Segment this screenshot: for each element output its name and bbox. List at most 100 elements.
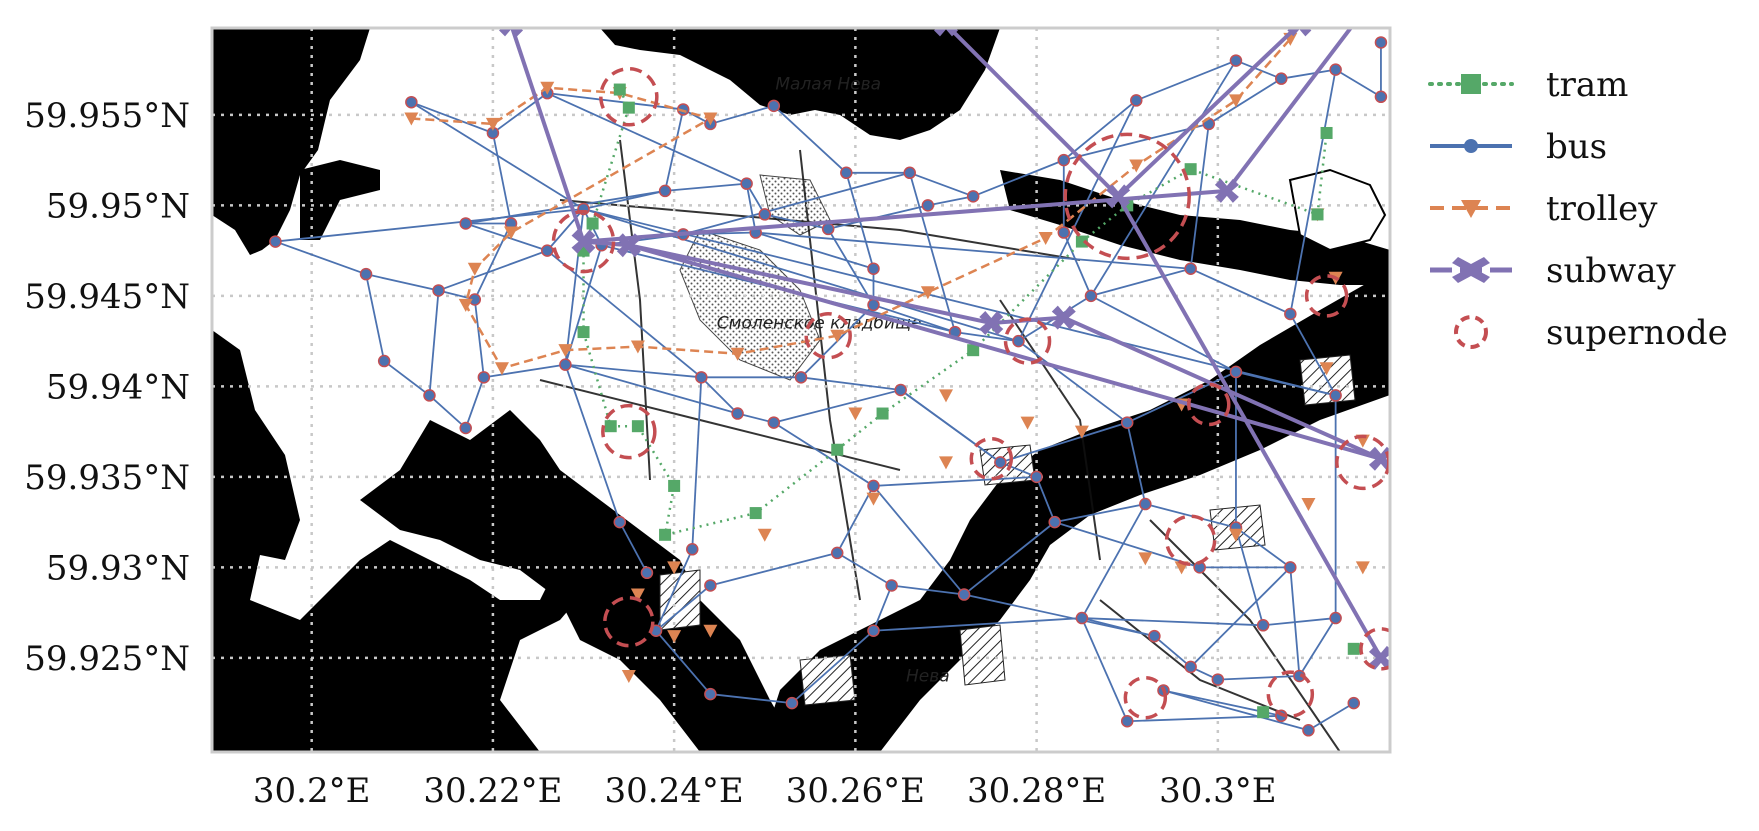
- plot-frame: [210, 26, 1392, 754]
- y-tick-label: 59.95°N: [46, 186, 190, 226]
- bus-stop: [1275, 72, 1288, 85]
- tram-stop: [831, 443, 844, 456]
- tram-stop: [622, 101, 635, 114]
- bus-route-segment: [618, 521, 648, 574]
- y-tick-label: 59.945°N: [24, 277, 190, 317]
- bus-route-segment: [383, 360, 431, 397]
- bus-route-segment: [954, 331, 1019, 343]
- trolley-stop: [1038, 231, 1053, 245]
- trolley-stop: [1228, 94, 1243, 108]
- y-tick-label: 59.94°N: [46, 367, 190, 407]
- bus-stop: [459, 421, 472, 435]
- trolley-stop: [866, 492, 881, 506]
- bus-stop: [1057, 153, 1071, 167]
- subway-station: [1106, 184, 1131, 209]
- supernode-circle: [599, 67, 659, 127]
- supernode-circle: [1187, 382, 1231, 427]
- trolley-stop: [630, 588, 645, 602]
- trolley-stop: [938, 389, 953, 403]
- subway-line-segment: [1062, 315, 1382, 461]
- bus-route-segment: [546, 92, 748, 185]
- bus-route-segment: [836, 485, 875, 554]
- bus-route-segment: [664, 182, 747, 192]
- bus-stop: [867, 624, 880, 637]
- block-2: [799, 654, 856, 706]
- block-1: [659, 569, 701, 631]
- bus-stop: [840, 166, 853, 180]
- bus-route-segment: [1081, 617, 1129, 722]
- trolley-stop: [920, 286, 935, 300]
- subway-station: [1287, 28, 1312, 37]
- trolley-network: [404, 32, 1370, 683]
- tram-stop: [613, 83, 626, 96]
- legend-item-trolley: trolley: [1430, 189, 1658, 229]
- bus-stop: [1139, 497, 1152, 511]
- legend-item-bus: bus: [1430, 127, 1607, 167]
- bus-route-segment: [1190, 566, 1291, 668]
- subway-line-segment: [628, 243, 992, 325]
- bus-stop: [459, 217, 472, 230]
- bus-route-segment: [773, 421, 874, 487]
- bus-stop: [1374, 90, 1388, 104]
- trolley-stop: [485, 117, 500, 131]
- cemetery: [679, 229, 821, 381]
- trolley-stop: [1138, 552, 1153, 566]
- bus-route-segment: [873, 617, 1082, 632]
- harbor-water: [360, 410, 800, 752]
- bus-route-segment: [1235, 526, 1291, 569]
- bus-stop: [1302, 724, 1315, 737]
- y-tick-label: 59.955°N: [24, 96, 190, 136]
- x-tick-label: 30.3°E: [1159, 771, 1277, 811]
- bus-route-segment: [891, 584, 965, 596]
- tram-stop: [1320, 126, 1333, 139]
- bus-route-segment: [664, 109, 685, 192]
- bus-stop: [1148, 629, 1161, 643]
- bus-route-segment: [1289, 69, 1337, 315]
- bus-route-segment: [1289, 567, 1301, 677]
- bus-stop: [541, 244, 554, 257]
- bus-route-segment: [546, 249, 702, 379]
- bus-route-segment: [1235, 59, 1282, 80]
- bus-route-segment: [428, 394, 467, 429]
- bus-stop: [867, 262, 880, 275]
- trolley-stop: [830, 329, 845, 343]
- subway-station: [933, 28, 958, 37]
- bus-route-segment: [691, 377, 703, 550]
- bus-route-segment: [492, 132, 512, 224]
- x-axis-ticks: 30.2°E 30.22°E 30.24°E 30.26°E 30.28°E 30.3°E: [253, 771, 1277, 811]
- bus-route-segment: [1217, 675, 1300, 681]
- x-tick-label: 30.22°E: [423, 771, 562, 811]
- bus-stop: [1120, 416, 1134, 429]
- tram-stop: [1257, 706, 1270, 719]
- bus-route-segment: [365, 273, 439, 292]
- bus-route-segment: [927, 195, 974, 207]
- bus-stop: [903, 166, 916, 180]
- bus-route-segment: [438, 249, 548, 292]
- bus-stop: [613, 515, 627, 529]
- legend-label-tram: tram: [1546, 65, 1628, 105]
- trolley-stop: [404, 112, 419, 126]
- trolley-stop: [630, 340, 645, 354]
- bus-route-segment: [900, 389, 1001, 464]
- x-tick-label: 30.2°E: [253, 771, 371, 811]
- legend-label-supernode: supernode: [1546, 313, 1728, 353]
- tram-stop: [967, 344, 980, 357]
- bus-stop: [1284, 561, 1297, 574]
- bus-stop: [1030, 470, 1043, 484]
- tram-stop: [876, 407, 889, 420]
- map-plot-area[interactable]: Малая Нева Смоленское кладбище Нева: [212, 0, 1401, 752]
- trolley-stop: [1301, 498, 1316, 512]
- bus-stop: [640, 566, 654, 580]
- bus-route-segment: [1090, 60, 1237, 297]
- bus-route-segment: [1062, 232, 1092, 297]
- bus-route-segment: [1208, 77, 1282, 125]
- subway-line-segment: [510, 28, 586, 243]
- bus-stop: [1075, 611, 1089, 625]
- bus-route-segment: [564, 364, 621, 523]
- pier: [300, 160, 380, 240]
- trolley-stop: [1129, 159, 1144, 173]
- bus-route-segment: [428, 290, 440, 396]
- bus-stop: [957, 588, 971, 601]
- trolley-stop: [667, 630, 682, 644]
- bus-stop: [767, 416, 781, 429]
